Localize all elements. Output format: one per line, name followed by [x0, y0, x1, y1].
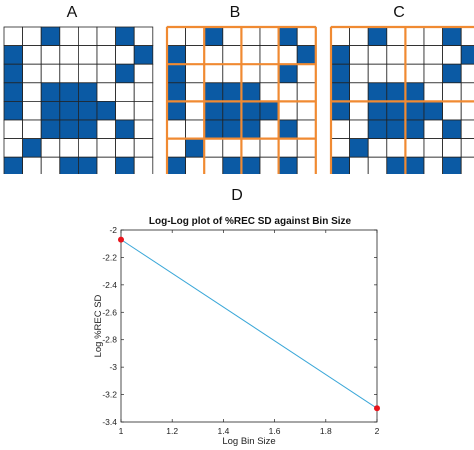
- recurrence-matrix-b: [165, 25, 317, 174]
- x-axis-label: Log Bin Size: [222, 436, 275, 447]
- x-tick-label: 1.8: [320, 426, 332, 436]
- y-tick-label: -2.4: [102, 280, 117, 290]
- panel-label-c: C: [393, 4, 405, 21]
- matrix-cell-empty: [133, 156, 154, 174]
- matrix-cell-empty: [460, 156, 474, 174]
- panel-label-d: D: [231, 187, 243, 204]
- x-tick-label: 1.6: [269, 426, 281, 436]
- recurrence-matrix-a: [3, 26, 154, 174]
- panel-label-a: A: [66, 4, 78, 21]
- x-tick-label: 2: [375, 426, 380, 436]
- y-tick-label: -2.6: [102, 307, 117, 317]
- data-point-marker: [374, 405, 380, 412]
- y-tick-label: -3: [109, 362, 117, 372]
- y-tick-label: -3.2: [102, 390, 117, 400]
- x-tick-label: 1.4: [217, 426, 229, 436]
- y-tick-label: -2.2: [102, 252, 117, 262]
- y-tick-label: -2.8: [102, 335, 117, 345]
- panel-label-b: B: [229, 4, 241, 21]
- x-tick-label: 1.2: [166, 426, 178, 436]
- plot-area: [120, 229, 378, 423]
- y-tick-label: -3.4: [102, 417, 117, 427]
- recurrence-matrix-c: [329, 25, 474, 174]
- data-point-marker: [118, 236, 124, 243]
- chart-title: Log-Log plot of %REC SD against Bin Size: [149, 216, 352, 227]
- y-tick-label: -2: [109, 225, 117, 235]
- x-tick-label: 1: [119, 426, 124, 436]
- y-axis-label: Log %REC SD: [93, 294, 104, 357]
- series-line: [120, 239, 378, 409]
